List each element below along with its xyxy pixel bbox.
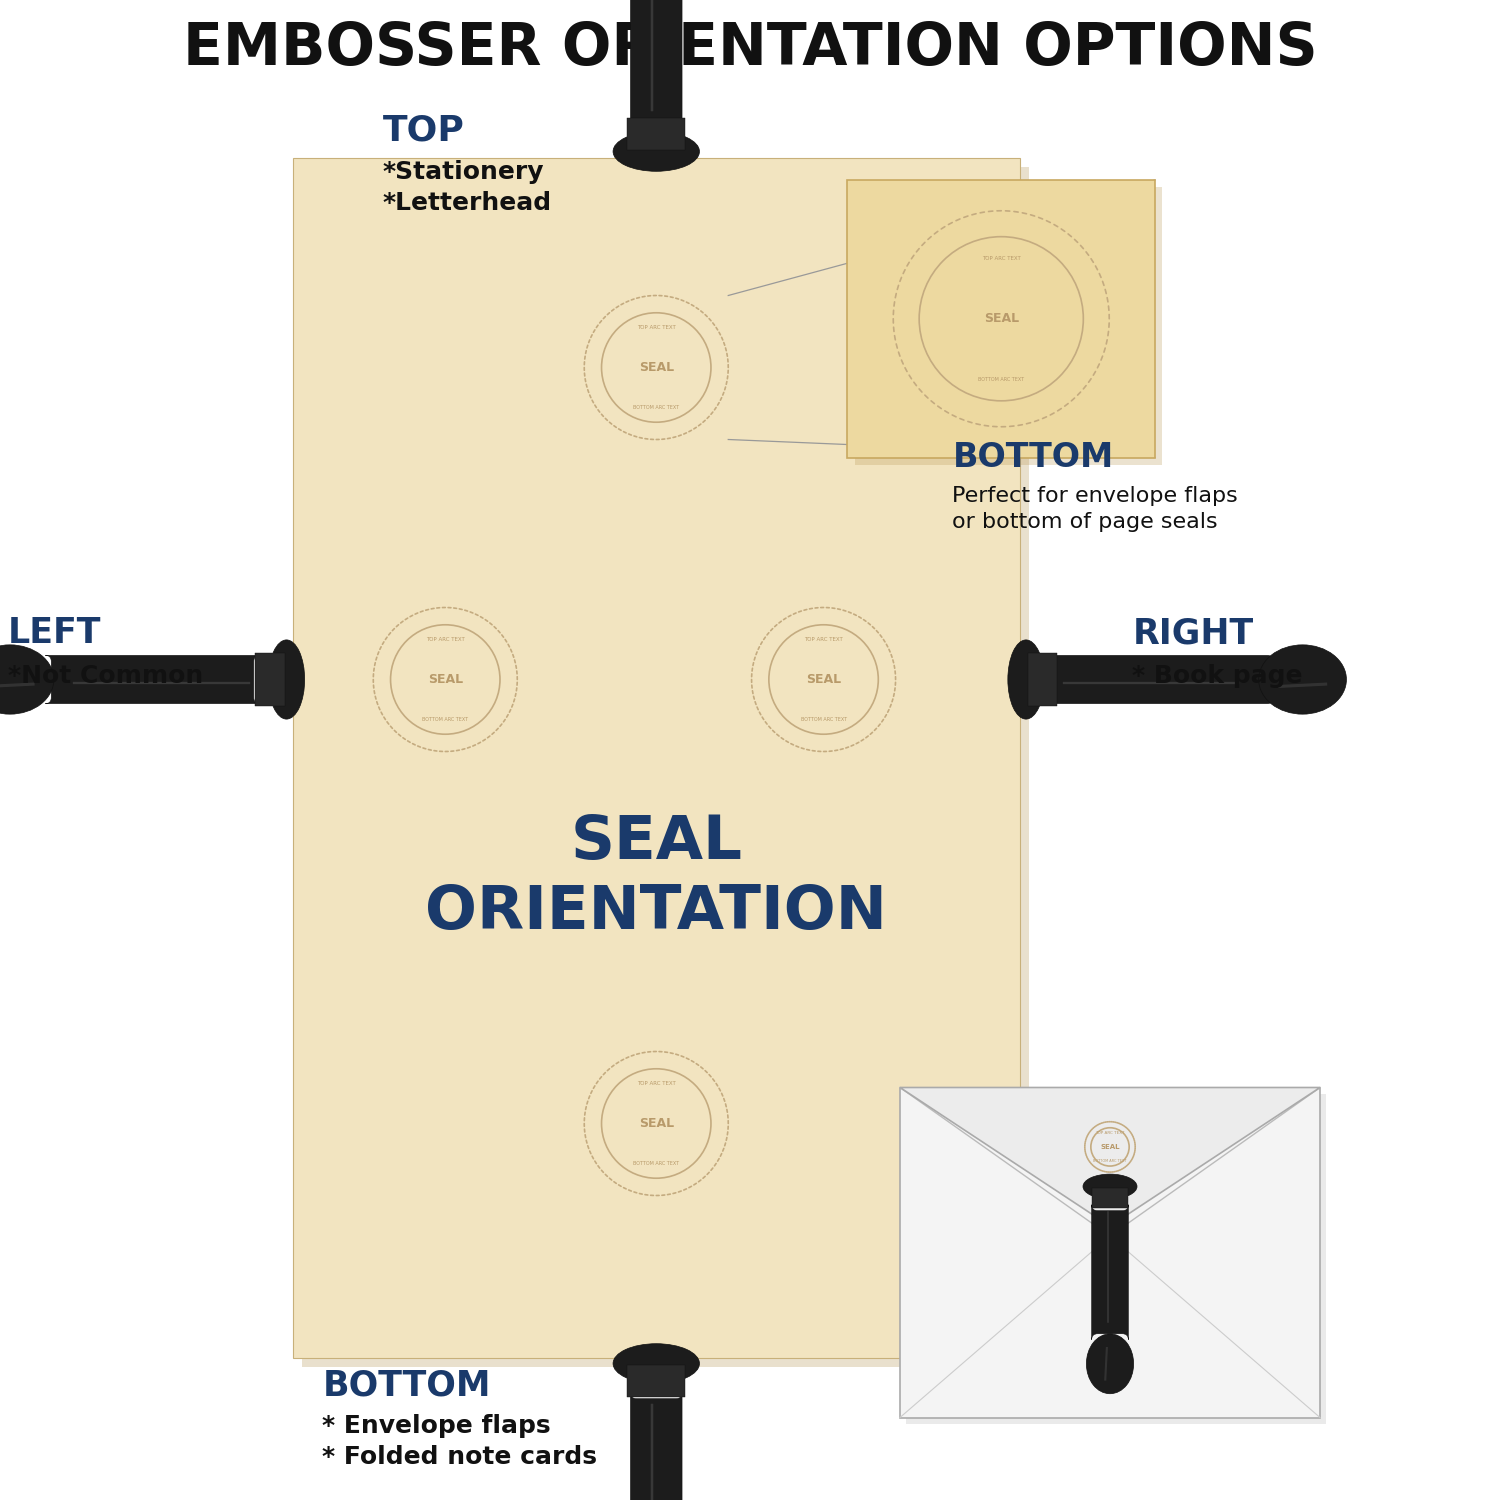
Bar bbox=[1092, 1188, 1128, 1209]
Text: *Not Common: *Not Common bbox=[8, 664, 202, 688]
Ellipse shape bbox=[1083, 1174, 1137, 1198]
FancyBboxPatch shape bbox=[630, 1392, 682, 1500]
Text: SEAL: SEAL bbox=[806, 674, 842, 686]
Bar bbox=[627, 1365, 686, 1398]
Ellipse shape bbox=[614, 132, 699, 171]
FancyBboxPatch shape bbox=[1047, 656, 1274, 704]
Polygon shape bbox=[900, 1088, 1320, 1226]
Text: BOTTOM ARC TEXT: BOTTOM ARC TEXT bbox=[801, 717, 846, 723]
Text: SEAL: SEAL bbox=[427, 674, 464, 686]
Text: SEAL
ORIENTATION: SEAL ORIENTATION bbox=[426, 813, 886, 942]
FancyBboxPatch shape bbox=[45, 656, 260, 704]
Text: SEAL: SEAL bbox=[639, 362, 674, 374]
Text: TOP: TOP bbox=[382, 114, 465, 147]
Text: LEFT: LEFT bbox=[8, 616, 101, 650]
Text: SEAL: SEAL bbox=[1100, 1144, 1119, 1150]
Ellipse shape bbox=[614, 1344, 699, 1383]
Ellipse shape bbox=[1258, 645, 1347, 714]
Text: EMBOSSER ORIENTATION OPTIONS: EMBOSSER ORIENTATION OPTIONS bbox=[183, 20, 1317, 76]
Text: BOTTOM: BOTTOM bbox=[952, 441, 1113, 474]
Text: RIGHT: RIGHT bbox=[1132, 616, 1254, 650]
Bar bbox=[255, 652, 285, 706]
Text: BOTTOM ARC TEXT: BOTTOM ARC TEXT bbox=[633, 1161, 680, 1167]
Bar bbox=[292, 158, 1020, 1358]
Bar bbox=[1028, 652, 1057, 706]
Ellipse shape bbox=[1086, 1334, 1134, 1394]
Bar bbox=[855, 188, 1162, 465]
Text: BOTTOM: BOTTOM bbox=[322, 1370, 490, 1402]
Text: BOTTOM ARC TEXT: BOTTOM ARC TEXT bbox=[633, 405, 680, 411]
Text: TOP ARC TEXT: TOP ARC TEXT bbox=[982, 256, 1020, 261]
FancyBboxPatch shape bbox=[630, 0, 682, 129]
Ellipse shape bbox=[268, 640, 304, 718]
Text: * Book page: * Book page bbox=[1132, 664, 1304, 688]
FancyBboxPatch shape bbox=[1092, 1204, 1128, 1340]
Bar bbox=[900, 1088, 1320, 1418]
Bar bbox=[847, 180, 1155, 458]
Text: TOP ARC TEXT: TOP ARC TEXT bbox=[638, 324, 675, 330]
Text: SEAL: SEAL bbox=[639, 1118, 674, 1130]
Ellipse shape bbox=[1008, 640, 1044, 718]
Text: Perfect for envelope flaps
or bottom of page seals: Perfect for envelope flaps or bottom of … bbox=[952, 486, 1239, 531]
Text: SEAL: SEAL bbox=[984, 312, 1018, 326]
Text: BOTTOM ARC TEXT: BOTTOM ARC TEXT bbox=[1094, 1160, 1126, 1162]
Text: TOP ARC TEXT: TOP ARC TEXT bbox=[1095, 1131, 1125, 1136]
Text: TOP ARC TEXT: TOP ARC TEXT bbox=[638, 1080, 675, 1086]
Text: *Stationery
*Letterhead: *Stationery *Letterhead bbox=[382, 160, 552, 214]
Bar bbox=[302, 166, 1029, 1366]
Text: * Envelope flaps
* Folded note cards: * Envelope flaps * Folded note cards bbox=[322, 1414, 597, 1468]
Bar bbox=[627, 117, 686, 150]
Text: BOTTOM ARC TEXT: BOTTOM ARC TEXT bbox=[978, 376, 1024, 381]
Ellipse shape bbox=[0, 645, 54, 714]
Text: TOP ARC TEXT: TOP ARC TEXT bbox=[804, 636, 843, 642]
Text: BOTTOM ARC TEXT: BOTTOM ARC TEXT bbox=[422, 717, 468, 723]
Text: TOP ARC TEXT: TOP ARC TEXT bbox=[426, 636, 465, 642]
Bar bbox=[906, 1094, 1326, 1424]
